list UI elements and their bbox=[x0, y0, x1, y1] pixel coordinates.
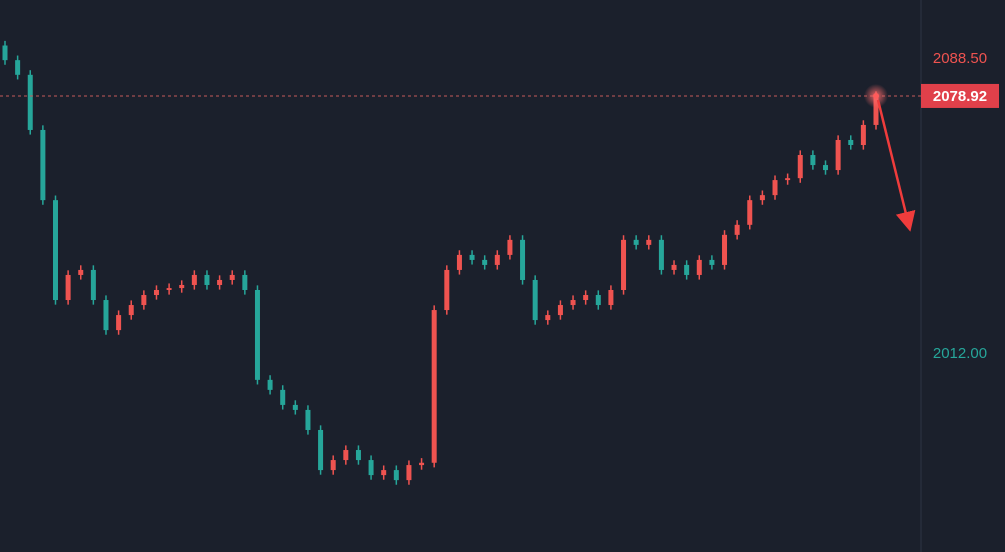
candle-body bbox=[684, 264, 690, 275]
candle-body bbox=[267, 379, 273, 390]
candle-body bbox=[835, 139, 841, 171]
candle-body bbox=[166, 288, 172, 290]
candle-body bbox=[15, 60, 21, 75]
candle-body bbox=[431, 310, 437, 463]
candle-body bbox=[646, 239, 652, 245]
candle-body bbox=[747, 200, 753, 225]
candle-body bbox=[873, 95, 879, 125]
candle-body bbox=[810, 155, 816, 166]
last-point bbox=[873, 92, 879, 99]
candle-body bbox=[759, 195, 765, 201]
candle-body bbox=[368, 460, 374, 476]
candle-body bbox=[772, 180, 778, 196]
trend-arrow bbox=[876, 99, 916, 232]
candle-body bbox=[330, 460, 336, 471]
candle-body bbox=[419, 462, 425, 466]
candle-body bbox=[658, 239, 664, 270]
candle-body bbox=[254, 289, 260, 380]
candle-body bbox=[734, 224, 740, 235]
candle-body bbox=[797, 155, 803, 179]
candle-body bbox=[204, 274, 210, 285]
candle-body bbox=[103, 300, 109, 331]
candle-body bbox=[153, 289, 159, 296]
candle-body bbox=[696, 259, 702, 275]
candle-body bbox=[570, 300, 576, 306]
candle-body bbox=[532, 279, 538, 321]
candle-body bbox=[494, 254, 500, 265]
candle-body bbox=[456, 254, 462, 270]
candle-body bbox=[116, 315, 122, 331]
candle-body bbox=[179, 284, 185, 289]
candle-body bbox=[406, 465, 412, 481]
candle-body bbox=[52, 200, 58, 301]
candle-body bbox=[545, 315, 551, 321]
candle-body bbox=[40, 129, 46, 201]
candle-body bbox=[557, 305, 563, 316]
last-price-box bbox=[921, 83, 999, 108]
candle-body bbox=[785, 178, 791, 181]
candle-body bbox=[507, 239, 513, 255]
candle-body bbox=[444, 269, 450, 311]
last-price-label: 2078.92 bbox=[933, 88, 987, 105]
candle-body bbox=[229, 274, 235, 280]
candle-body bbox=[709, 259, 715, 265]
candle-body bbox=[305, 409, 311, 430]
candle-body bbox=[2, 45, 8, 61]
candle-body bbox=[355, 450, 361, 461]
candle-body bbox=[722, 234, 728, 265]
candle-body bbox=[482, 259, 488, 265]
candle-body bbox=[633, 239, 639, 245]
y-tick-label: 2012.00 bbox=[933, 345, 987, 362]
candle-body bbox=[848, 139, 854, 145]
candle-body bbox=[191, 274, 197, 285]
candle-body bbox=[217, 279, 223, 285]
candle-body bbox=[242, 274, 248, 290]
candle-body bbox=[671, 264, 677, 270]
candle-body bbox=[318, 429, 324, 471]
candle-body bbox=[78, 269, 84, 275]
y-tick-label: 2088.50 bbox=[933, 50, 987, 67]
candle-body bbox=[343, 450, 349, 461]
candle-body bbox=[520, 239, 526, 280]
candle-body bbox=[280, 389, 286, 405]
candle-body bbox=[141, 295, 147, 306]
candle-body bbox=[292, 404, 298, 410]
candle-body bbox=[393, 470, 399, 481]
candle-body bbox=[621, 239, 627, 290]
candle-body bbox=[65, 274, 71, 301]
candle-body bbox=[608, 289, 614, 306]
candle-body bbox=[823, 165, 829, 171]
candle-body bbox=[583, 295, 589, 301]
candle-body bbox=[90, 269, 96, 301]
candle-body bbox=[381, 470, 387, 476]
candle-body bbox=[595, 295, 601, 306]
candle-body bbox=[128, 305, 134, 316]
candle-body bbox=[860, 124, 866, 145]
candle-body bbox=[469, 254, 475, 260]
candle-body bbox=[27, 74, 33, 130]
